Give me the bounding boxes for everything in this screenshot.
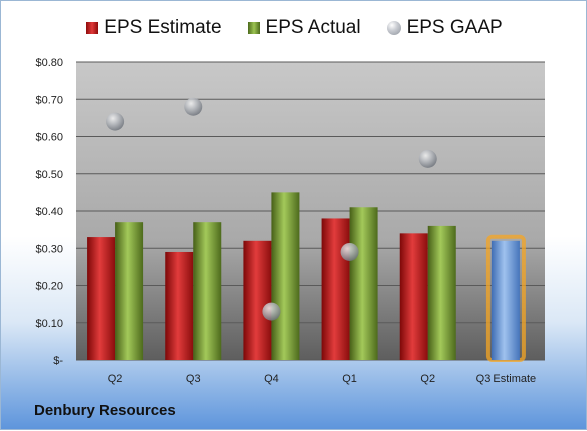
legend-swatch-eps-actual: [247, 22, 260, 34]
bar-eps-q3-estimate: [491, 240, 520, 360]
gridlines: [76, 61, 545, 361]
y-axis-ticks: $- $0.10 $0.20 $0.30 $0.40 $0.50 $0.60 $0.70 $0.…: [35, 57, 63, 367]
x-tick-label: Q3: [186, 373, 201, 385]
bar-eps-actual: [271, 192, 300, 360]
y-tick-label: $0.20: [35, 281, 63, 293]
y-tick-label: $0.50: [35, 169, 63, 181]
x-tick-label: Q1: [342, 373, 357, 385]
marker-eps-gaap: [106, 112, 125, 131]
bar-eps-actual: [115, 222, 144, 360]
bar-eps-estimate: [399, 233, 428, 360]
marker-eps-gaap: [340, 242, 359, 261]
bar-eps-estimate: [87, 237, 116, 360]
legend-label-eps-estimate: EPS Estimate: [104, 17, 222, 38]
legend-item-eps-gaap: EPS GAAP: [386, 17, 503, 39]
y-tick-label: $0.60: [35, 132, 63, 144]
y-tick-label: $-: [53, 355, 63, 367]
bars: [87, 192, 526, 362]
legend-label-eps-actual: EPS Actual: [265, 17, 361, 38]
y-tick-label: $0.10: [35, 318, 63, 330]
legend-swatch-eps-gaap: [386, 21, 401, 35]
bar-eps-estimate: [243, 240, 272, 360]
legend-item-eps-actual: EPS Actual: [247, 17, 361, 39]
x-tick-label: Q3 Estimate: [476, 373, 537, 385]
marker-eps-gaap: [418, 149, 437, 168]
y-tick-label: $0.30: [35, 243, 63, 255]
bar-eps-actual: [193, 222, 222, 360]
legend-item-eps-estimate: EPS Estimate: [86, 17, 222, 39]
legend-label-eps-gaap: EPS GAAP: [406, 17, 503, 38]
x-axis-ticks: Q2 Q3 Q4 Q1 Q2 Q3 Estimate: [108, 373, 536, 385]
x-tick-label: Q4: [264, 373, 279, 385]
y-tick-label: $0.80: [35, 57, 63, 69]
gaap-markers: [106, 97, 437, 321]
legend: EPS Estimate EPS Actual EPS GAAP: [1, 13, 587, 43]
marker-eps-gaap: [262, 302, 281, 321]
marker-eps-gaap: [184, 97, 203, 116]
legend-swatch-eps-estimate: [86, 22, 99, 34]
x-tick-label: Q2: [420, 373, 435, 385]
y-tick-label: $0.70: [35, 94, 63, 106]
bar-eps-actual: [427, 225, 456, 360]
bar-eps-actual: [349, 207, 378, 360]
bar-eps-estimate: [321, 218, 350, 360]
y-tick-label: $0.40: [35, 206, 63, 218]
bar-eps-estimate: [165, 251, 194, 360]
x-tick-label: Q2: [108, 373, 123, 385]
company-name: Denbury Resources: [34, 402, 176, 419]
